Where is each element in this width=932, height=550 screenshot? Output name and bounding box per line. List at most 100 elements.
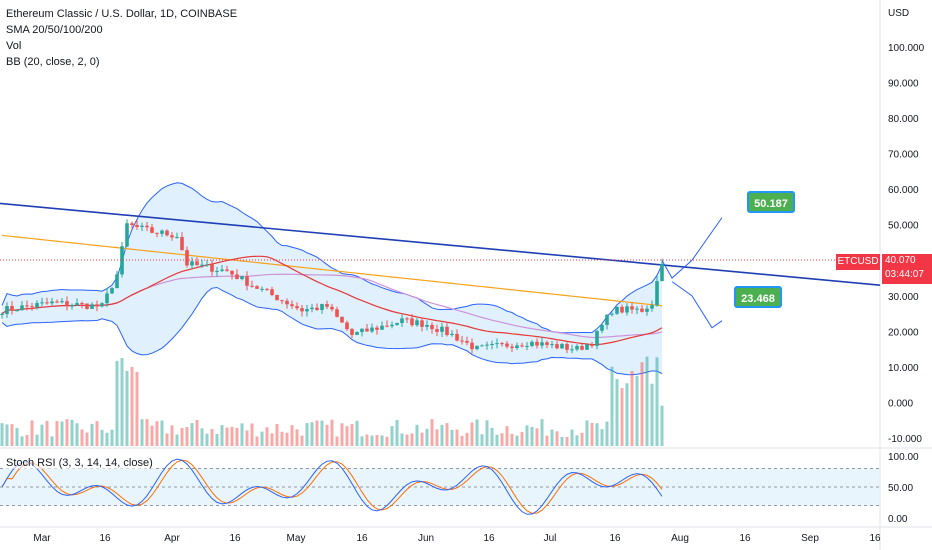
volume-bar [535, 428, 539, 446]
volume-bar [510, 433, 514, 446]
candle-body [85, 303, 89, 309]
volume-bar [550, 429, 554, 446]
volume-bar [410, 433, 414, 446]
candle-body [620, 306, 624, 313]
volume-bar [580, 432, 584, 446]
candle-body [555, 344, 559, 349]
volume-bar [200, 428, 204, 446]
candle-body [210, 264, 214, 272]
candle-body [260, 288, 264, 290]
candle-body [355, 332, 359, 335]
y-tick-label: -10.000 [888, 434, 922, 445]
rsi-tick-label: 50.00 [888, 483, 913, 494]
volume-bar [545, 435, 549, 446]
x-tick-label: 16 [483, 533, 495, 544]
stoch-rsi-legend[interactable]: Stoch RSI (3, 3, 14, 14, close) [6, 457, 153, 469]
volume-bar [245, 430, 249, 446]
y-tick-label: 50.000 [888, 221, 919, 232]
candle-body [125, 223, 129, 247]
volume-bar [495, 434, 499, 446]
candle-body [455, 333, 459, 341]
candle-body [205, 264, 209, 266]
candle-body [35, 303, 39, 308]
candle-body [445, 326, 449, 335]
lower-target-callout: 23.468 [734, 286, 782, 308]
volume-bar [150, 425, 154, 446]
volume-bar [25, 435, 29, 446]
candle-body [625, 306, 629, 313]
x-tick-label: 16 [99, 533, 111, 544]
volume-bar [350, 423, 354, 446]
volume-bar [265, 427, 269, 446]
currency-label: USD [888, 8, 910, 19]
volume-bar [455, 429, 459, 446]
candle-body [635, 308, 639, 310]
candle-body [200, 264, 204, 266]
sma-legend[interactable]: SMA 20/50/100/200 [6, 24, 103, 36]
x-tick-label: 16 [229, 533, 241, 544]
candle-body [235, 274, 239, 280]
candle-body [420, 320, 424, 327]
volume-bar [600, 429, 604, 446]
candle-body [615, 306, 619, 314]
candle-body [495, 343, 499, 345]
chart-title: Ethereum Classic / U.S. Dollar, 1D, COIN… [6, 8, 238, 20]
candle-body [215, 270, 219, 272]
candle-body [435, 329, 439, 332]
sma-200-line [1, 234, 663, 307]
volume-bar [525, 425, 529, 446]
candle-body [450, 333, 454, 335]
candle-body [270, 289, 274, 295]
y-tick-label: 60.000 [888, 185, 919, 196]
volume-bar [115, 360, 119, 446]
volume-bar [20, 436, 24, 446]
resistance-trendline [0, 202, 881, 286]
candle-body [105, 293, 109, 304]
volume-bar [365, 434, 369, 446]
volume-bar [395, 419, 399, 446]
candle-body [75, 303, 79, 306]
last-price: 40.070 03:44:07 [882, 254, 932, 284]
candle-body [345, 322, 349, 330]
candle-body [380, 325, 384, 330]
volume-bar [470, 422, 474, 446]
volume-bar [465, 432, 469, 446]
candle-body [440, 326, 444, 332]
volume-bar [370, 435, 374, 446]
candle-body [95, 304, 99, 307]
candle-body [80, 303, 84, 305]
volume-bar [5, 424, 9, 446]
vol-legend[interactable]: Vol [6, 40, 22, 52]
volume-bar [485, 420, 489, 446]
volume-bar [135, 371, 139, 446]
candle-body [560, 344, 564, 349]
candle-body [510, 346, 514, 348]
candle-body [240, 276, 244, 280]
candle-body [140, 225, 144, 227]
candle-body [480, 345, 484, 347]
rsi-tick-label: 100.00 [888, 452, 919, 463]
candle-body [90, 304, 94, 309]
candle-body [580, 346, 584, 350]
last-price-value: 40.070 [885, 255, 916, 266]
candle-body [120, 246, 124, 275]
x-tick-label: Aug [671, 533, 689, 544]
last-price-tag: ETCUSD 40.070 03:44:07 [836, 254, 932, 284]
candle-body [425, 324, 429, 327]
volume-bar [70, 419, 74, 446]
candle-body [220, 269, 224, 271]
bb-legend[interactable]: BB (20, close, 2, 0) [6, 56, 100, 68]
volume-bar [80, 429, 84, 446]
candle-body [150, 227, 154, 233]
volume-bar [280, 431, 284, 446]
volume-bar [75, 423, 79, 446]
candle-body [360, 328, 364, 333]
candle-body [280, 300, 284, 302]
candle-body [370, 327, 374, 332]
volume-bar [480, 434, 484, 446]
candle-body [650, 305, 654, 309]
volume-bar [405, 434, 409, 446]
x-tick-label: 16 [869, 533, 881, 544]
volume-bar [445, 423, 449, 446]
candle-body [595, 330, 599, 346]
